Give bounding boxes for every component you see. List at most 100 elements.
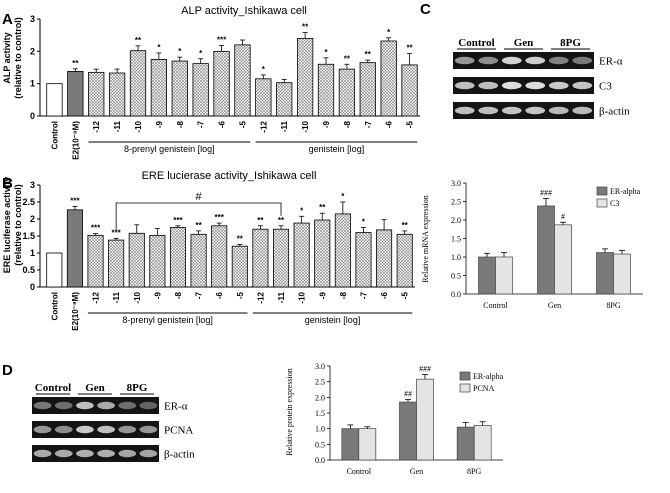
significance-mark: *** — [173, 216, 183, 225]
chart-a-ylabel-line2: (relative to control) — [13, 17, 23, 99]
y-tick-label: 1.5 — [451, 235, 461, 244]
significance-mark: # — [561, 212, 565, 221]
chart-b-ylabel-line2: (relative to control) — [13, 184, 23, 266]
blot-row-label: β-actin — [599, 106, 630, 118]
category-label: -7 — [195, 291, 204, 299]
y-tick-label: 0.5 — [22, 265, 35, 275]
significance-mark: ** — [302, 23, 309, 32]
blot-strip — [453, 77, 594, 94]
category-label: -11 — [112, 291, 121, 303]
y-tick-label: 2.5 — [451, 198, 461, 207]
y-tick-label: 1.5 — [315, 409, 325, 418]
chart-b-ylabel-line1: ERE luciferase activity — [2, 177, 12, 274]
y-tick-label: 2.0 — [315, 393, 325, 402]
blot-band — [572, 106, 593, 115]
bar — [355, 232, 372, 288]
category-label: E2(10⁻⁸M) — [71, 121, 80, 160]
blot-band — [501, 56, 522, 65]
alp-activity-chart: ALP activity_Ishikawa cell ALP activity … — [2, 5, 420, 160]
y-tick-label: 2.0 — [451, 216, 461, 225]
bar — [108, 72, 126, 117]
bar — [150, 59, 168, 117]
panel-label-d: D — [2, 362, 13, 379]
significance-mark: ### — [419, 364, 431, 373]
significance-mark: * — [178, 47, 182, 56]
blot-band — [478, 81, 499, 90]
blot-group-label: 8PG — [127, 382, 148, 394]
bar — [234, 44, 251, 117]
category-label: -5 — [401, 291, 410, 299]
blot-band — [54, 425, 73, 434]
blot-band — [97, 449, 115, 458]
blot-band — [572, 81, 593, 90]
bar — [169, 227, 186, 288]
blot-row-label: β-actin — [164, 449, 195, 461]
blot-band — [118, 449, 137, 458]
category-label: -6 — [385, 120, 394, 128]
category-label: -11 — [113, 120, 122, 132]
bar — [149, 234, 166, 288]
blot-band — [139, 449, 158, 458]
blot-row-label: ER-α — [164, 401, 188, 413]
blot-band — [478, 106, 499, 115]
bar — [129, 50, 147, 117]
y-tick-label: 0.0 — [315, 456, 325, 465]
y-tick-label: 3 — [30, 14, 35, 24]
blot-band — [454, 81, 475, 90]
bracket-label: # — [196, 191, 203, 203]
category-label: -7 — [359, 291, 368, 299]
legend-swatch — [596, 198, 608, 208]
category-label: -10 — [298, 291, 307, 303]
blot-strip — [32, 397, 159, 414]
bar — [334, 213, 351, 288]
blot-strip — [32, 445, 159, 462]
chart-br-ylabel: Relative mRNA expression — [421, 195, 430, 283]
y-tick-label: 0 — [30, 282, 35, 292]
blot-band — [572, 56, 593, 65]
significance-mark: ** — [402, 221, 409, 230]
chart-b-title: ERE lucierase activity_Ishikawa cell — [142, 170, 317, 182]
significance-mark: ** — [365, 50, 372, 59]
y-tick-label: 3.0 — [315, 362, 325, 371]
category-label: -10 — [133, 291, 142, 303]
category-label: Gen — [548, 301, 561, 310]
panel-label-b: B — [2, 175, 13, 192]
category-label: -8 — [176, 120, 185, 128]
category-label: -5 — [236, 291, 245, 299]
category-label: -11 — [277, 291, 286, 303]
western-blot-c: Control Gen 8PG ER-α C3 β-actin — [453, 37, 630, 119]
significance-mark: ** — [195, 221, 202, 230]
legend-swatch — [459, 371, 471, 381]
blot-band — [548, 81, 569, 90]
chart-a-title: ALP activity_Ishikawa cell — [181, 5, 307, 17]
bar — [192, 63, 209, 117]
bar — [171, 60, 188, 117]
blot-band — [548, 106, 569, 115]
blot-group-label: Gen — [514, 37, 534, 49]
bar — [341, 428, 360, 461]
blot-band — [501, 106, 522, 115]
significance-mark: *** — [91, 224, 101, 233]
bar — [317, 63, 335, 117]
significance-mark: * — [262, 65, 266, 74]
significance-mark: ** — [406, 44, 413, 53]
bar — [358, 428, 377, 461]
category-label: Control — [50, 292, 59, 320]
significance-mark: ** — [278, 216, 285, 225]
blot-row-label: ER-α — [599, 56, 623, 68]
y-tick-label: 2.5 — [315, 378, 325, 387]
y-tick-label: 0.0 — [451, 290, 461, 299]
blot-strip — [453, 102, 594, 119]
western-blot-d: Control Gen 8PG ER-α PCNA β-actin — [32, 382, 195, 462]
legend-swatch — [459, 383, 471, 393]
bar — [231, 245, 248, 288]
blot-band — [548, 56, 569, 65]
blot-band — [454, 106, 475, 115]
legend-label: C3 — [610, 199, 619, 208]
blot-band — [33, 425, 52, 434]
category-label: -11 — [280, 120, 289, 132]
significance-mark: * — [341, 192, 345, 201]
category-label: -9 — [155, 120, 164, 128]
blot-group-label: Control — [458, 37, 494, 49]
ere-luciferase-chart: ERE lucierase activity_Ishikawa cell ERE… — [2, 170, 415, 331]
